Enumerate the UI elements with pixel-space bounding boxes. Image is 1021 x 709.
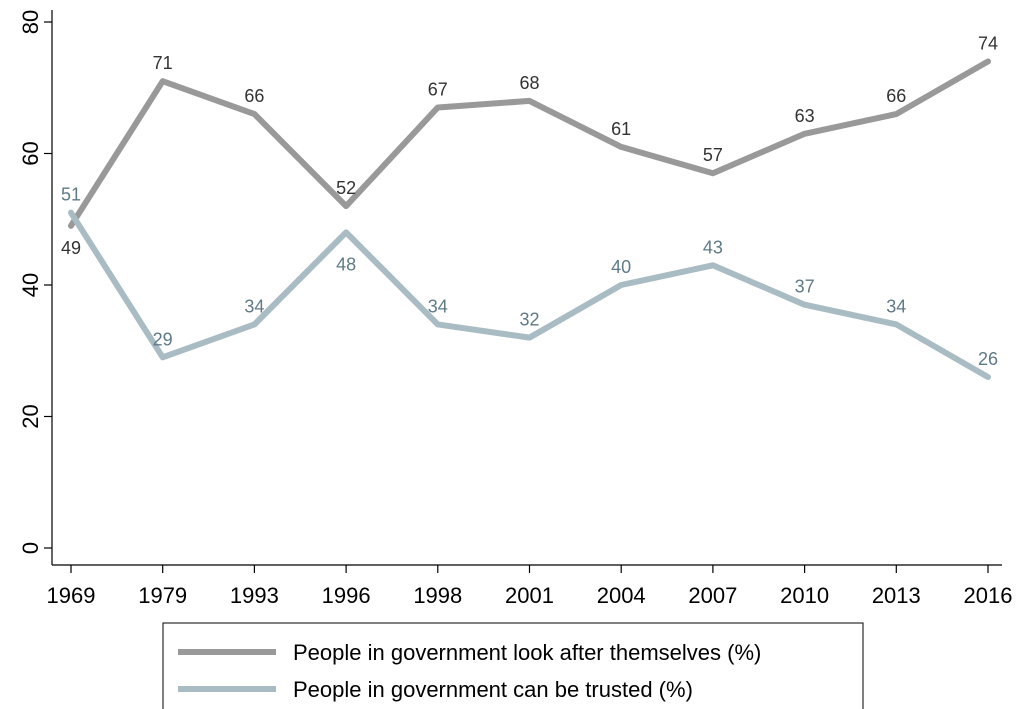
data-label: 52 xyxy=(336,178,356,198)
data-labels: 49 71 66 52 67 68 61 57 63 66 74 51 29 34 48 34 32 40 43 37… xyxy=(61,33,998,369)
x-tick-label: 1979 xyxy=(138,583,187,608)
series-line-can-be-trusted xyxy=(68,209,991,381)
legend-box xyxy=(162,622,864,709)
data-label: 74 xyxy=(978,33,998,53)
data-label: 61 xyxy=(611,119,631,139)
data-label: 68 xyxy=(519,73,539,93)
data-label: 49 xyxy=(61,238,81,258)
data-label: 48 xyxy=(336,254,356,274)
series-line-look-after-themselves xyxy=(68,58,991,229)
data-label: 43 xyxy=(703,237,723,257)
x-tick-label: 2016 xyxy=(964,583,1013,608)
x-tick-label: 1998 xyxy=(413,583,462,608)
data-label: 37 xyxy=(795,277,815,297)
x-tick-label: 2007 xyxy=(688,583,737,608)
x-tick-label: 1969 xyxy=(47,583,96,608)
y-tick-label: 40 xyxy=(18,273,43,297)
legend-label-can-be-trusted: People in government can be trusted (%) xyxy=(293,677,693,702)
x-tick-label: 2010 xyxy=(780,583,829,608)
y-tick-label: 60 xyxy=(18,141,43,165)
data-label: 34 xyxy=(244,296,264,316)
legend: People in government look after themselv… xyxy=(162,622,864,709)
data-label: 29 xyxy=(153,329,173,349)
x-tick-label: 1996 xyxy=(322,583,371,608)
x-tick-label: 2001 xyxy=(505,583,554,608)
data-label: 63 xyxy=(795,106,815,126)
data-label: 66 xyxy=(886,86,906,106)
data-label: 66 xyxy=(244,86,264,106)
x-tick-label: 1993 xyxy=(230,583,279,608)
data-label: 51 xyxy=(61,185,81,205)
data-label: 71 xyxy=(153,53,173,73)
data-label: 57 xyxy=(703,145,723,165)
y-tick-label: 20 xyxy=(18,404,43,428)
y-tick-label: 0 xyxy=(18,542,43,554)
data-label: 34 xyxy=(886,296,906,316)
data-label: 26 xyxy=(978,349,998,369)
data-label: 32 xyxy=(519,310,539,330)
x-tick-label: 2013 xyxy=(872,583,921,608)
legend-label-look-after-themselves: People in government look after themselv… xyxy=(293,640,761,665)
data-label: 40 xyxy=(611,257,631,277)
data-label: 67 xyxy=(428,79,448,99)
series-layer xyxy=(68,58,991,381)
x-tick-label: 2004 xyxy=(597,583,646,608)
axes: 0 20 40 60 80 1969 1979 1993 1996 1998 2001 2004 200… xyxy=(18,10,1012,608)
y-tick-label: 80 xyxy=(18,10,43,34)
data-label: 34 xyxy=(428,296,448,316)
